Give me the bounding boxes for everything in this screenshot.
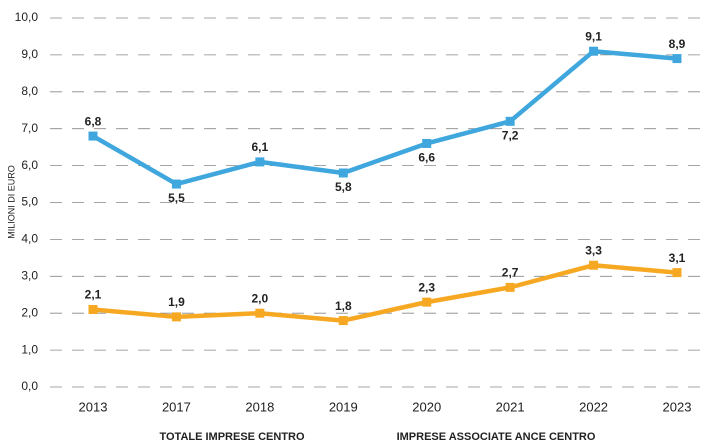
- y-tick-label: 5,0: [21, 195, 38, 209]
- data-label: 9,1: [585, 29, 602, 43]
- data-label: 8,9: [669, 37, 686, 51]
- data-label: 1,9: [168, 295, 185, 309]
- marker: [672, 54, 682, 64]
- data-label: 2,3: [418, 280, 435, 294]
- data-label: 5,5: [168, 191, 185, 205]
- legend-label: IMPRESE ASSOCIATE ANCE CENTRO: [397, 431, 596, 443]
- y-tick-label: 8,0: [21, 84, 38, 98]
- x-tick-label: 2022: [579, 399, 608, 414]
- marker: [422, 138, 432, 148]
- marker: [589, 260, 599, 270]
- marker: [171, 312, 181, 322]
- data-label: 3,3: [585, 243, 602, 257]
- y-tick-label: 3,0: [21, 268, 38, 282]
- marker: [255, 308, 265, 318]
- marker: [338, 316, 348, 326]
- y-tick-label: 2,0: [21, 305, 38, 319]
- x-tick-label: 2020: [412, 399, 441, 414]
- y-axis-label: MILIONI DI EURO: [6, 165, 16, 239]
- marker: [338, 168, 348, 178]
- line: [92, 262, 678, 323]
- y-tick-label: 6,0: [21, 158, 38, 172]
- y-tick-label: 7,0: [21, 121, 38, 135]
- data-label: 6,8: [85, 114, 102, 128]
- x-tick-label: 2019: [329, 399, 358, 414]
- y-tick-label: 10,0: [15, 10, 39, 24]
- marker: [255, 157, 265, 167]
- data-label: 5,8: [335, 180, 352, 194]
- line: [91, 48, 678, 187]
- marker: [505, 282, 515, 292]
- x-tick-label: 2021: [496, 399, 525, 414]
- legend-label: TOTALE IMPRESE CENTRO: [159, 431, 304, 443]
- data-label: 2,7: [502, 266, 519, 280]
- marker: [672, 268, 682, 278]
- data-label: 1,8: [335, 299, 352, 313]
- marker: [88, 305, 98, 315]
- data-label: 6,6: [418, 151, 435, 165]
- marker: [88, 131, 98, 141]
- marker: [589, 46, 599, 56]
- data-label: 2,1: [85, 288, 102, 302]
- x-tick-label: 2017: [162, 399, 191, 414]
- y-tick-label: 1,0: [21, 342, 38, 356]
- data-label: 6,1: [252, 140, 269, 154]
- y-tick-label: 4,0: [21, 232, 38, 246]
- data-label: 7,2: [502, 128, 519, 142]
- marker: [171, 179, 181, 189]
- marker: [505, 116, 515, 126]
- y-tick-label: 9,0: [21, 47, 38, 61]
- marker: [422, 297, 432, 307]
- x-tick-label: 2023: [663, 399, 692, 414]
- data-label: 3,1: [669, 251, 686, 265]
- x-tick-label: 2013: [79, 399, 108, 414]
- data-label: 2,0: [252, 291, 269, 305]
- y-tick-label: 0,0: [21, 379, 38, 393]
- x-tick-label: 2018: [245, 399, 274, 414]
